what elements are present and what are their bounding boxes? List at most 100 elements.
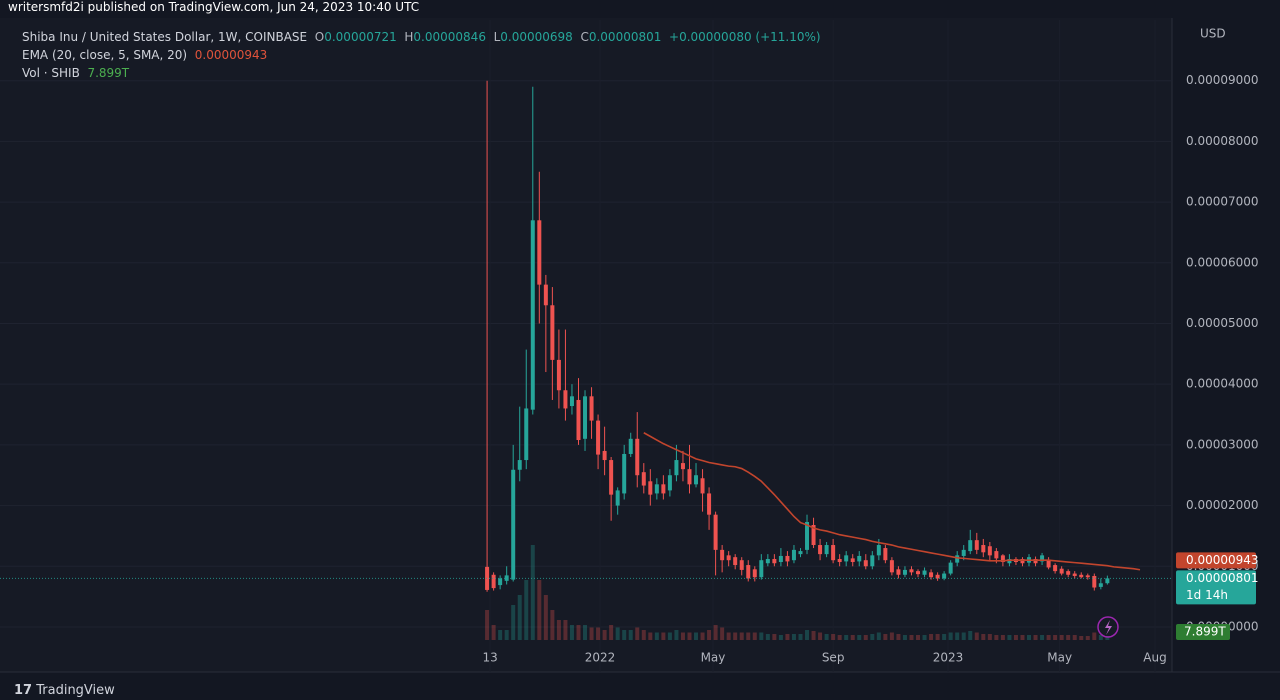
candle-body [720, 549, 725, 561]
candle-body [550, 305, 555, 360]
x-tick-label: 13 [482, 651, 497, 665]
volume-bar [563, 620, 568, 640]
x-tick-label: 2023 [933, 651, 964, 665]
volume-bar [1092, 632, 1097, 640]
candle-body [511, 469, 516, 580]
candle-body [1092, 575, 1097, 588]
volume-bar [994, 635, 999, 640]
volume-bar [517, 595, 522, 640]
price-label: 0.00000801 [1186, 571, 1259, 585]
candle-body [733, 557, 738, 566]
volume-bar [759, 632, 764, 640]
candle-body [1007, 558, 1012, 564]
candle-body [922, 570, 927, 575]
candle-body [1105, 578, 1110, 584]
volume-bar [556, 620, 561, 640]
volume-bar [1033, 635, 1038, 640]
x-tick-label: May [701, 651, 726, 665]
y-tick-label: 0.00004000 [1186, 377, 1259, 391]
volume-bar [1079, 636, 1084, 640]
candle-body [680, 463, 685, 470]
candle-body [589, 396, 594, 421]
y-tick-label: 0.00006000 [1186, 255, 1259, 269]
volume-bar [785, 634, 790, 640]
candle-body [798, 551, 803, 555]
candle-body [942, 573, 947, 579]
volume-bar [1085, 636, 1090, 640]
candle-body [752, 569, 757, 578]
volume-bar [707, 630, 712, 640]
candle-body [831, 545, 836, 561]
brand[interactable]: 17 TradingView [14, 683, 115, 698]
volume-value: 7.899T [87, 66, 130, 80]
volume-bar [654, 632, 659, 640]
candle-body [1053, 565, 1058, 572]
volume-bar [661, 632, 666, 640]
candle-body [615, 490, 620, 506]
volume-bar [968, 631, 973, 640]
candle-body [648, 481, 653, 495]
candle-body [961, 549, 966, 556]
volume-bar [628, 630, 633, 640]
volume-bar [1072, 635, 1077, 640]
ema-line [643, 432, 1141, 571]
volume-bar [511, 605, 516, 640]
candle-body [935, 574, 940, 579]
volume-bar [811, 631, 816, 640]
candle-body [569, 396, 574, 407]
candle-body [1033, 558, 1038, 564]
candle-body [517, 460, 522, 470]
candle-body [530, 220, 535, 410]
candle-body [628, 438, 633, 454]
candle-body [498, 578, 503, 586]
volume-bar [680, 632, 685, 640]
volume-bar [609, 625, 614, 640]
volume-bar [1053, 635, 1058, 640]
volume-bar [713, 625, 718, 640]
candle-body [765, 558, 770, 564]
legend-volume: Vol · SHIB 7.899T [22, 66, 129, 80]
ema-value: 0.00000943 [194, 48, 268, 62]
volume-name[interactable]: Vol · SHIB [22, 66, 80, 80]
ema-price-box [1176, 552, 1256, 569]
volume-bar [889, 632, 894, 640]
candle-body [694, 475, 699, 485]
volume-bar [498, 630, 503, 640]
candle-body [818, 545, 823, 555]
x-tick-label: Aug [1143, 651, 1166, 665]
candle-body [994, 551, 999, 559]
volume-bar [524, 580, 529, 640]
candle-body [661, 484, 666, 494]
volume-bar [765, 634, 770, 640]
volume-bar [805, 630, 810, 640]
y-tick-label: 0.00007000 [1186, 195, 1259, 209]
candle-body [504, 575, 509, 581]
ema-name[interactable]: EMA (20, close, 5, SMA, 20) [22, 48, 188, 62]
volume-bar [902, 635, 907, 640]
published-line: writersmfd2i published on TradingView.co… [8, 0, 420, 14]
brand-name: TradingView [36, 683, 115, 698]
ohlc-value: 0.00000846 [413, 30, 486, 44]
candle-body [543, 284, 548, 306]
candle-body [987, 546, 992, 556]
countdown: 1d 14h [1186, 588, 1228, 602]
volume-bar [667, 632, 672, 640]
volume-bar [504, 630, 509, 640]
candle-body [948, 562, 953, 574]
alert-icon[interactable] [1097, 616, 1119, 638]
volume-bar [694, 632, 699, 640]
candle-body [857, 555, 862, 562]
candle-body [896, 569, 901, 575]
ohlc-value: 0.00000698 [500, 30, 573, 44]
symbol[interactable]: Shiba Inu / United States Dollar, 1W, CO… [22, 30, 308, 44]
ohlc-value: 0.00000721 [324, 30, 397, 44]
volume-bar [530, 545, 535, 640]
candle-body [726, 555, 731, 561]
candle-body [524, 408, 529, 461]
candle-body [981, 545, 986, 553]
y-tick-label: 0.00002000 [1186, 498, 1259, 512]
volume-bar [674, 630, 679, 640]
y-tick-label: 0.00009000 [1186, 73, 1259, 87]
candle-body [1020, 558, 1025, 564]
